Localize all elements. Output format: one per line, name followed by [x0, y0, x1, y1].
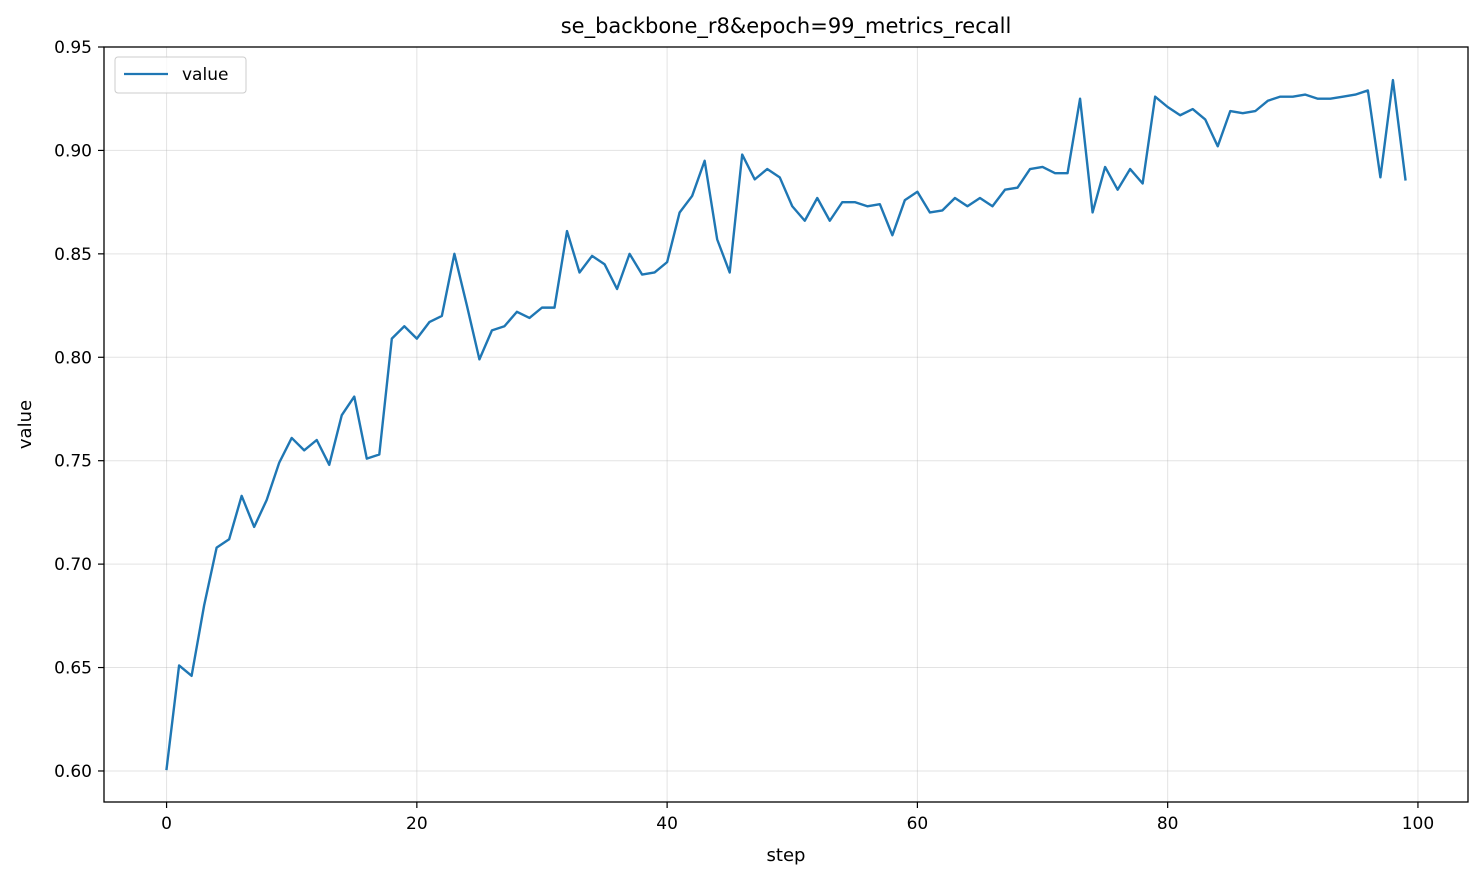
y-tick-label: 0.65 [54, 659, 92, 679]
legend-label: value [182, 65, 228, 85]
y-tick-label: 0.60 [54, 762, 92, 782]
y-axis-label: value [15, 400, 36, 449]
x-tick-label: 100 [1402, 814, 1434, 834]
x-tick-label: 0 [161, 814, 172, 834]
x-tick-label: 40 [656, 814, 678, 834]
chart-title: se_backbone_r8&epoch=99_metrics_recall [561, 14, 1012, 39]
x-tick-label: 20 [406, 814, 428, 834]
y-tick-label: 0.75 [54, 452, 92, 472]
legend-box [114, 56, 247, 94]
x-tick-label: 80 [1157, 814, 1179, 834]
x-axis-label: step [767, 845, 806, 866]
x-tick-label: 60 [907, 814, 929, 834]
plot-frame [103, 46, 1469, 803]
y-tick-label: 0.85 [54, 245, 92, 265]
ticks: 0 20 40 60 80 100 0.60 0.65 0.70 0.75 0.80 0.85 0.90… [54, 38, 1434, 834]
y-tick-label: 0.95 [54, 38, 92, 58]
y-tick-label: 0.80 [54, 348, 92, 368]
series-line [165, 78, 1407, 771]
legend: value [114, 56, 247, 94]
y-tick-label: 0.90 [54, 141, 92, 161]
series-layer [165, 78, 1407, 771]
y-tick-label: 0.70 [54, 555, 92, 575]
